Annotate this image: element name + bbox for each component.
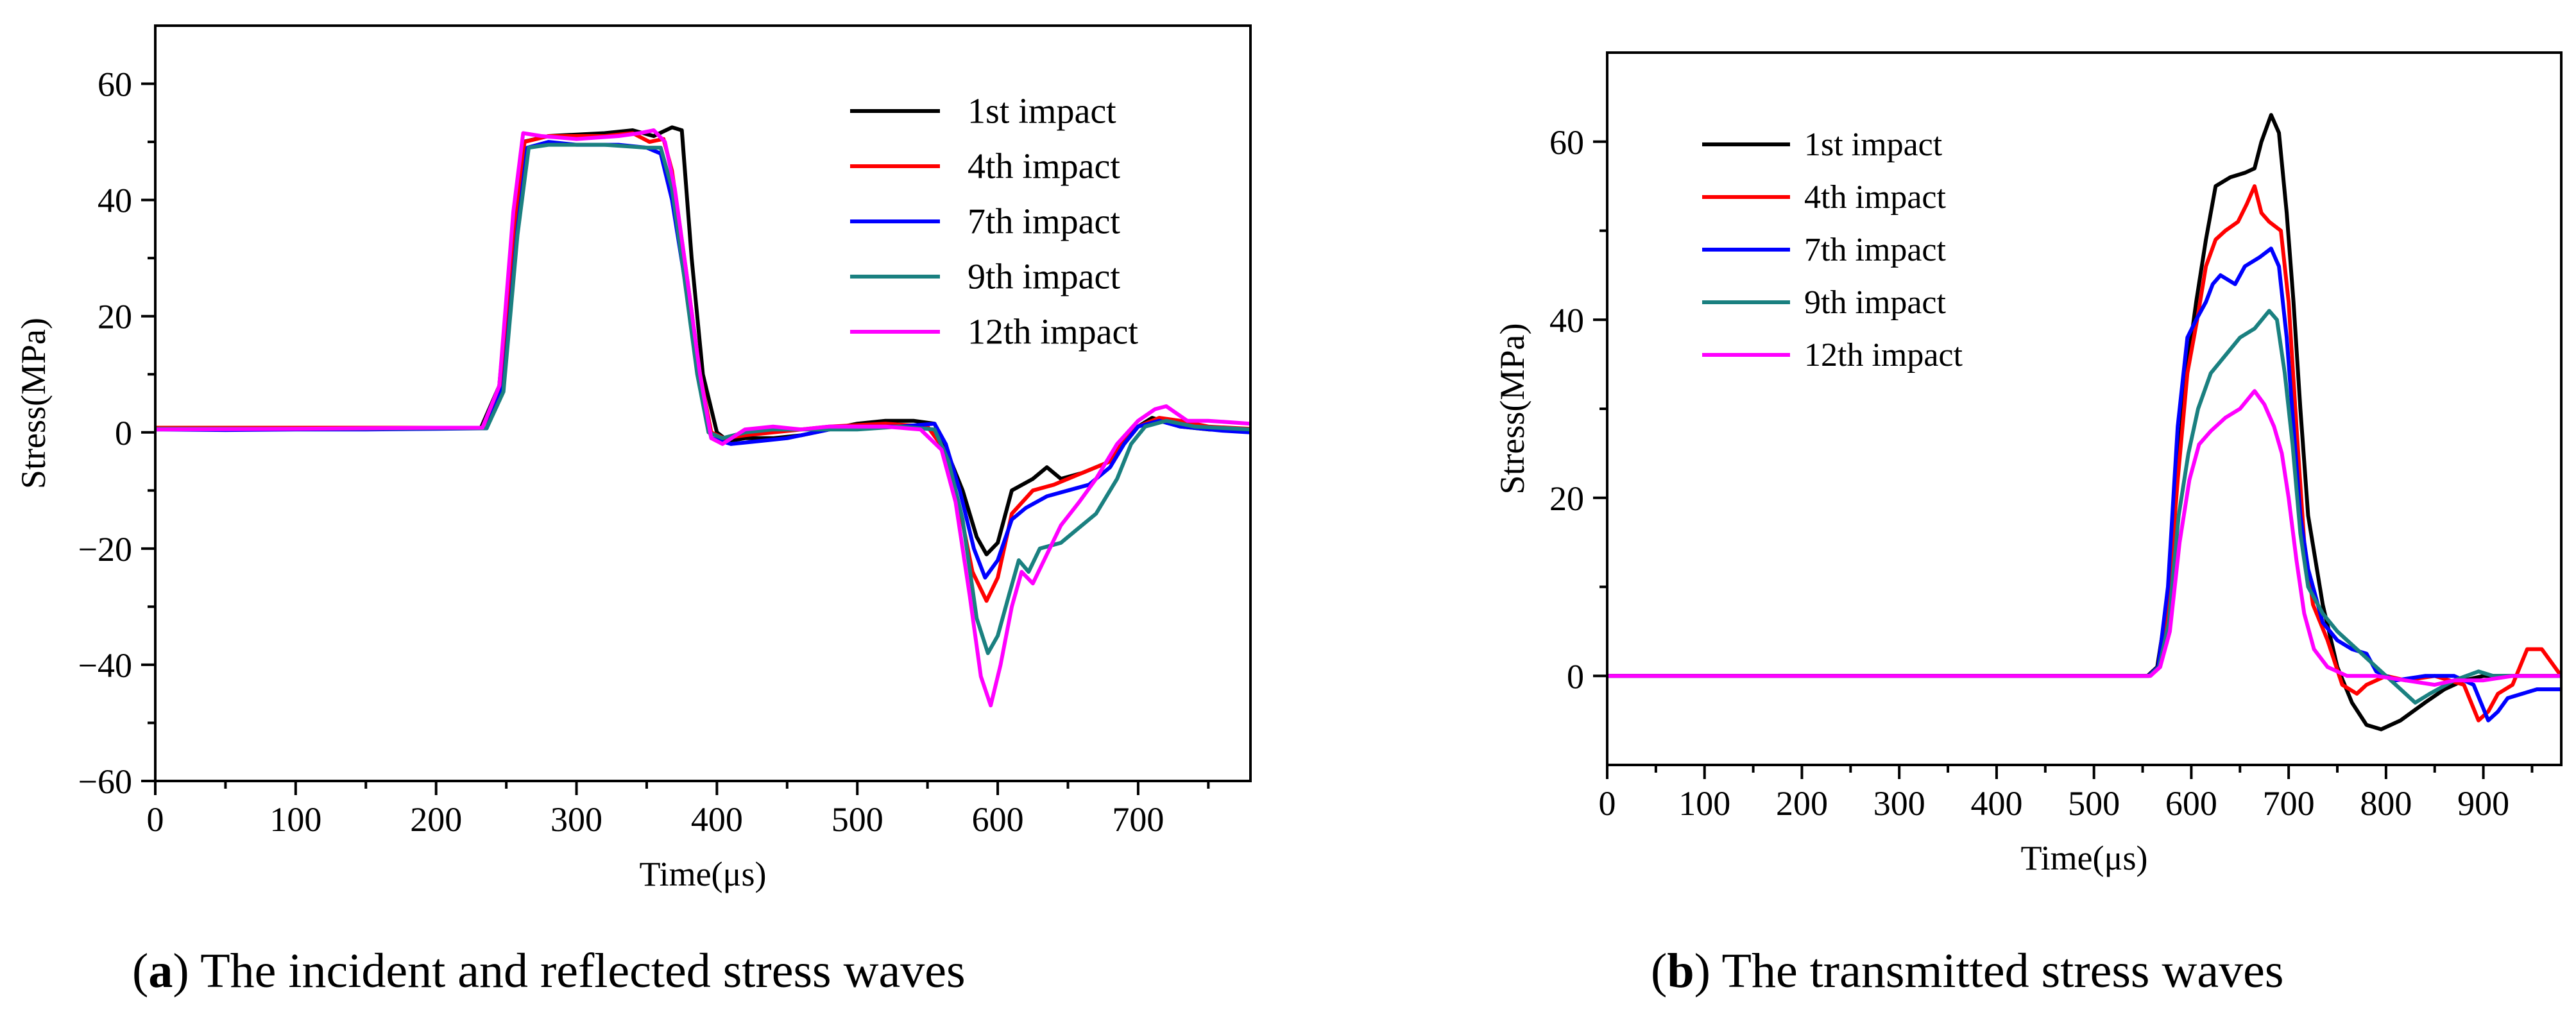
chart-b-series-line-3 [1607,246,2561,723]
chart-b-x-tick-label: 800 [2360,784,2412,823]
chart-b-x-tick-label: 500 [2068,784,2120,823]
chart-a-x-tick-label: 600 [972,800,1024,839]
chart-b-x-tick-label: 900 [2457,784,2509,823]
chart-b-legend: 1st impact 4th impact 7th impact 9th impact… [1702,126,1963,373]
chart-b-x-tick-label: 400 [1970,784,2022,823]
chart-b-caption-close-paren: ) [1694,944,1722,998]
chart-a-series-line-5 [155,128,1250,708]
chart-b: 0 100 200 300 400 500 600 700 800 900 0 20 40 60 Time(… [1493,51,2563,998]
chart-a-y-axis-title: Stress(MPa) [14,318,53,489]
chart-a-y-tick-label: 60 [98,65,132,104]
chart-b-legend-label-4: 9th impact [1804,284,1947,321]
chart-a-legend-label-4: 9th impact [968,257,1120,296]
chart-b-series-line-2 [1607,184,2561,723]
chart-b-y-axis-title: Stress(MPa) [1493,323,1531,495]
chart-b-series-line-4 [1607,309,2561,705]
chart-a-x-tick-label: 300 [550,800,602,839]
chart-a-y-tick-label: −20 [78,530,132,569]
chart-a-legend-label-1: 1st impact [968,91,1116,131]
chart-b-x-tick-label: 600 [2165,784,2217,823]
chart-b-legend-label-3: 7th impact [1804,232,1947,268]
chart-a-x-tick-label: 100 [269,800,321,839]
chart-a-legend-label-3: 7th impact [968,202,1120,241]
chart-b-caption-letter: b [1667,944,1694,998]
chart-a-x-tick-label: 500 [832,800,883,839]
chart-a-caption-text: The incident and reflected stress waves [200,944,965,998]
chart-a-x-axis-title: Time(μs) [640,855,767,893]
chart-a-caption-open-paren: ( [132,944,148,998]
chart-a-y-tick-label: 20 [98,298,132,336]
chart-b-caption: (b) The transmitted stress waves [1651,944,2283,998]
chart-a-x-tick-label: 200 [410,800,462,839]
chart-a-legend: 1st impact 4th impact 7th impact 9th impact… [850,91,1138,352]
chart-b-y-tick-label: 20 [1549,479,1584,518]
chart-b-caption-open-paren: ( [1651,944,1667,998]
chart-a-x-tick-label: 400 [691,800,743,839]
chart-a: 0 100 200 300 400 500 600 700 −60 −40 −20 0 20 40 60 Ti… [14,24,1252,998]
chart-a-caption-close-paren: ) [173,944,200,998]
chart-b-series-line-5 [1607,389,2561,687]
chart-b-legend-label-1: 1st impact [1804,126,1943,163]
chart-b-legend-label-2: 4th impact [1804,179,1947,216]
chart-a-x-tick-label: 700 [1112,800,1164,839]
chart-a-caption: (a) The incident and reflected stress wa… [132,944,966,998]
chart-a-y-tick-label: −40 [78,646,132,685]
chart-a-y-tick-label: 40 [98,182,132,220]
chart-b-y-tick-label: 40 [1549,301,1584,339]
chart-a-legend-label-5: 12th impact [968,312,1138,352]
chart-b-x-tick-label: 200 [1776,784,1828,823]
chart-b-x-tick-label: 300 [1873,784,1925,823]
chart-a-plot-frame [154,24,1252,782]
chart-a-legend-label-2: 4th impact [968,146,1120,186]
chart-b-y-tick-label: 60 [1549,123,1584,162]
chart-b-x-tick-label: 700 [2263,784,2315,823]
chart-a-x-tick-label: 0 [147,800,164,839]
chart-b-y-tick-label: 0 [1567,657,1584,696]
chart-b-x-tick-label: 100 [1678,784,1730,823]
chart-a-y-tick-label: −60 [78,762,132,801]
chart-b-caption-text: The transmitted stress waves [1722,944,2284,998]
chart-a-caption-letter: a [148,944,173,998]
chart-b-legend-label-5: 12th impact [1804,337,1963,373]
chart-b-x-tick-label: 0 [1599,784,1616,823]
chart-a-y-tick-label: 0 [115,414,132,452]
chart-b-x-axis-title: Time(μs) [2021,839,2148,877]
